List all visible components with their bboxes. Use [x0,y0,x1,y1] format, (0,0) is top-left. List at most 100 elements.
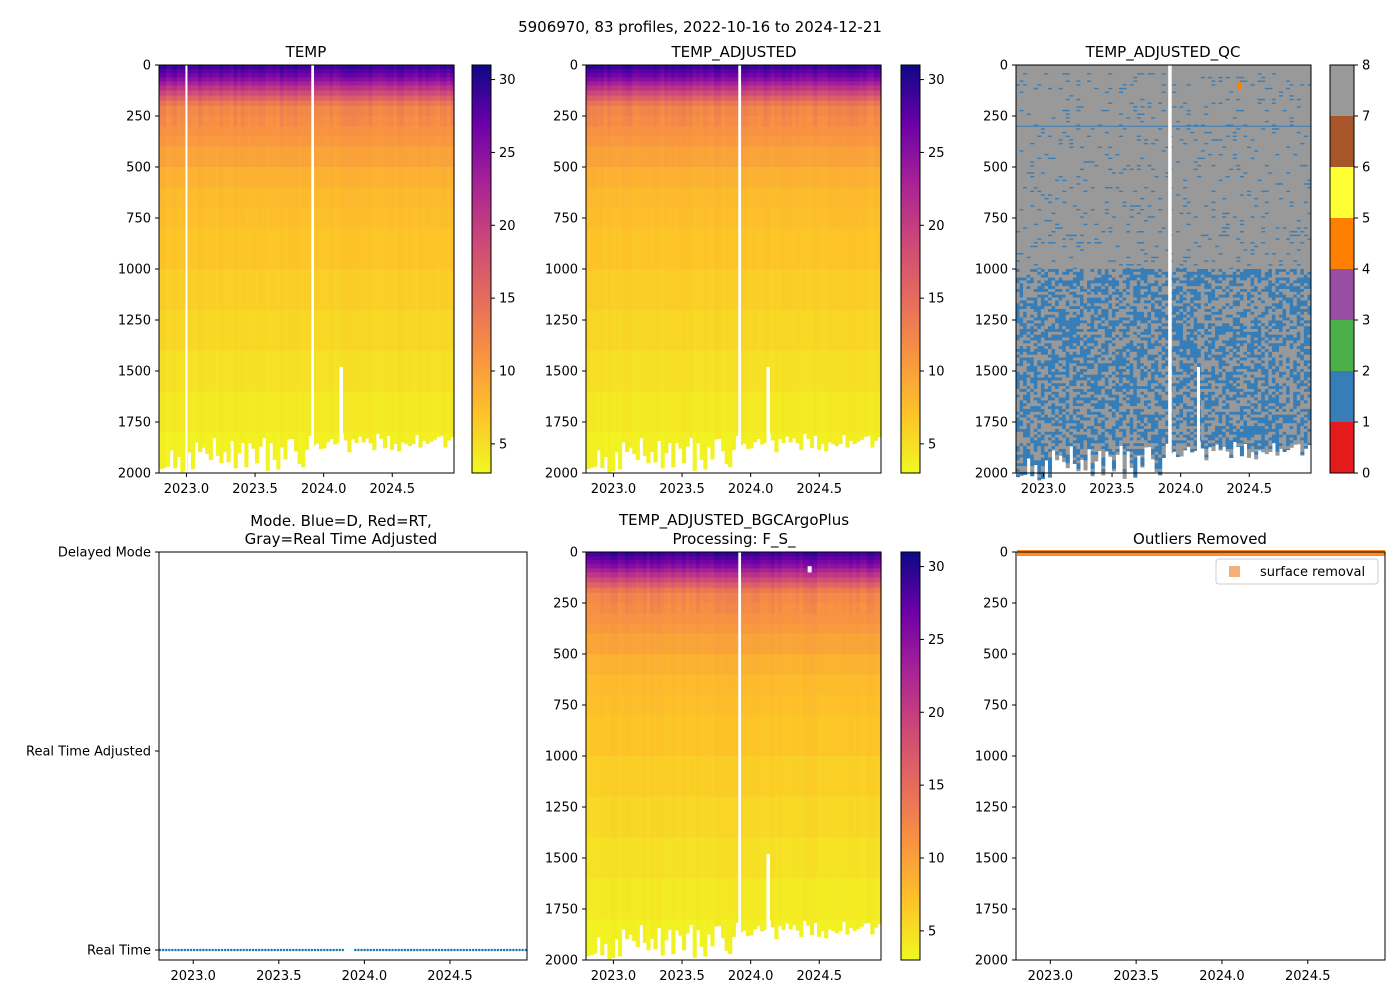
heat-cell [699,187,704,209]
qc-flag1-dash [1065,73,1070,75]
qc-cell [1030,343,1035,347]
qc-cell [1055,351,1060,356]
x-tick-label: 2024.5 [797,482,843,497]
heat-cell [852,77,857,82]
heat-cell [347,85,352,92]
qc-cell [1016,437,1021,441]
qc-cell [1062,426,1067,430]
heat-cell [350,90,356,97]
heat-cell [425,136,430,148]
qc-cell [1051,423,1056,427]
heat-cell [247,105,253,117]
qc-cell [1037,269,1042,273]
qc-cell [1044,297,1049,301]
heat-cell [269,187,274,209]
heat-cell [813,187,818,209]
heat-cell [333,187,338,209]
heat-cell [692,136,697,148]
heat-cell [685,146,690,168]
heat-cell [824,207,829,229]
qc-cell [1016,323,1021,327]
heat-cell [689,95,694,102]
heat-cell [635,77,640,82]
heat-cell [283,65,288,70]
heat-cell [856,100,861,107]
heat-cell [802,90,807,97]
heat-cell [390,228,395,270]
qc-cell [1040,363,1045,367]
heat-cell [845,100,850,107]
heat-cell [760,65,765,70]
qc-cell [1033,297,1038,301]
qc-cell [1033,414,1038,419]
heat-cell [827,187,832,209]
heat-cell [407,126,412,137]
qc-cell [1037,337,1042,341]
heat-cell [785,100,790,107]
heat-cell [215,309,221,352]
colorbar-tick-label: 5 [928,437,936,452]
heat-cell [674,73,680,78]
heat-cell [617,126,623,137]
heat-cell [802,432,807,434]
qc-cell [1040,368,1045,373]
heat-cell [276,69,281,74]
heat-cell [866,228,871,270]
qc-cell [1037,443,1042,447]
heat-cell [308,432,313,436]
heat-cell [699,69,704,74]
heat-cell [212,350,217,392]
heat-cell [222,116,228,127]
heat-cell [635,207,640,229]
heat-cell [770,90,775,97]
heat-cell [863,100,868,107]
x-axis: 2023.0 2023.5 2024.0 2024.5 [164,473,415,497]
heat-cell [176,116,181,127]
heat-cell [173,116,178,127]
qc-cell [1044,446,1049,450]
heat-cell [596,207,601,229]
heat-cell [589,116,594,127]
heat-cell [760,77,765,82]
qc-cell [1055,408,1060,413]
heat-cell [240,309,245,352]
heat-cell [286,228,292,270]
heat-cell [753,116,758,127]
heat-cell [219,228,224,270]
heat-cell [628,432,633,448]
heat-cell [706,167,711,188]
heat-cell [194,391,199,433]
heat-cell [863,77,868,82]
heat-cell [173,95,178,102]
heat-cell [586,100,591,107]
qc-cell [1044,271,1049,276]
heat-cell [639,269,644,311]
qc-cell [1062,374,1067,379]
heat-cell [866,69,871,74]
heat-cell [706,136,711,148]
qc-cell [1062,417,1067,421]
qc-cell [1051,414,1056,419]
heat-cell [244,65,249,70]
heat-cell [859,69,864,74]
heat-cell [230,187,235,209]
heat-cell [166,136,171,148]
qc-flag1-dash [1051,212,1056,215]
heat-cell [649,167,655,188]
heat-cell [795,116,800,127]
heat-cell [873,146,879,168]
heat-cell [358,105,363,117]
heat-cell [244,105,249,117]
qc-cell [1023,306,1028,310]
heat-cell [692,207,697,229]
heat-cell [350,167,356,188]
qc-cell [1019,343,1024,347]
heat-cell [649,105,655,117]
heat-cell [414,81,420,86]
qc-cell [1062,300,1067,304]
heat-cell [272,146,277,168]
heat-cell [628,167,633,188]
heat-cell [279,432,284,448]
heat-cell [233,95,238,102]
heat-cell [607,105,612,117]
